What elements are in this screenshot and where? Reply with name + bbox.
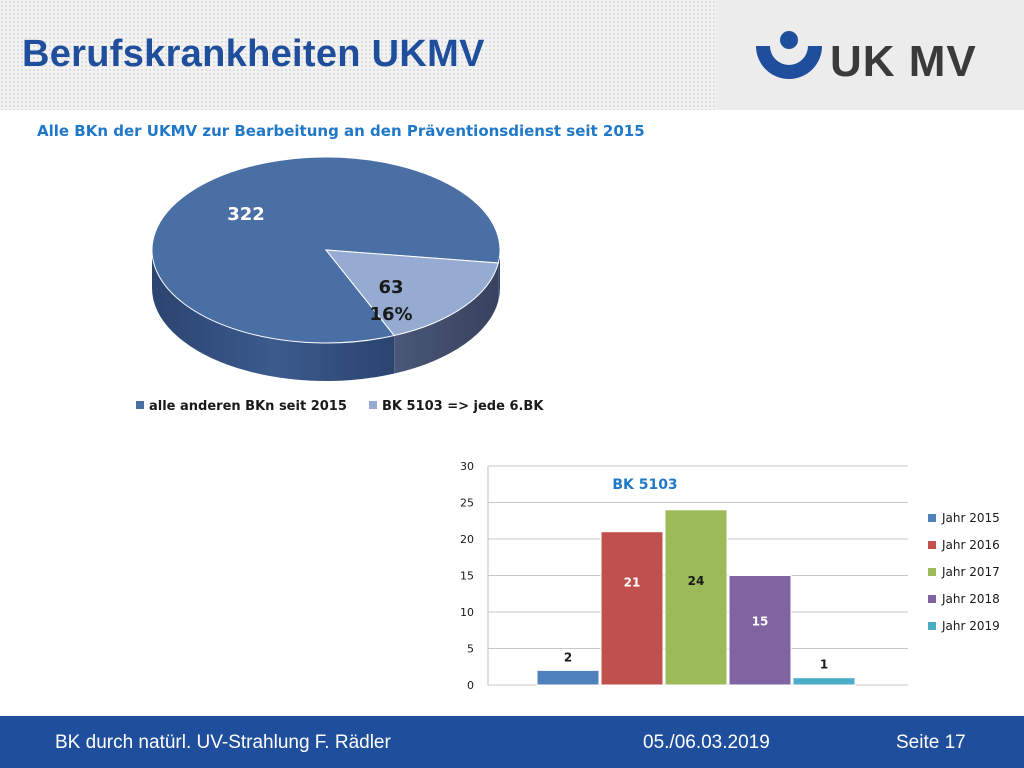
bar-legend-swatch: [928, 622, 936, 630]
pie-chart: 322 63 16%: [151, 156, 501, 382]
bar-ytick-label: 10: [460, 606, 474, 619]
pie-slice-bk5103: [324, 249, 499, 337]
bar-ytick-label: 0: [467, 679, 474, 692]
pie-legend-swatch: [369, 401, 377, 409]
bar-jahr-2015: [536, 669, 600, 686]
bar-ytick-label: 15: [460, 570, 474, 583]
charts-canvas: 322 63 16% alle anderen BKn seit 2015 BK 51…: [136, 156, 1000, 692]
bar-value-label: 1: [820, 658, 828, 672]
bar-ytick-label: 25: [460, 497, 474, 510]
pie-label-others: 322: [227, 204, 265, 225]
bar-title-backdrop: [596, 468, 736, 496]
bar-value-label: 15: [752, 615, 769, 629]
chart-subtitle: Alle BKn der UKMV zur Bearbeitung an den…: [37, 122, 645, 140]
pie-legend: alle anderen BKn seit 2015 BK 5103 => jed…: [136, 399, 544, 414]
bar-legend-label: Jahr 2018: [941, 592, 1000, 606]
pie-legend-swatch: [136, 401, 144, 409]
bar-chart: 0 5 10 15 20 25 30 2 21 24 15 1 BK 5103 Jahr 2015 Jahr…: [460, 460, 1000, 692]
bar-title: BK 5103: [612, 477, 677, 493]
bar-ytick-label: 5: [467, 643, 474, 656]
bar-legend-swatch: [928, 514, 936, 522]
bar-legend-label: Jahr 2015: [941, 511, 1000, 525]
footer-page-number: Seite 17: [896, 732, 966, 753]
footer-presentation-title: BK durch natürl. UV-Strahlung F. Rädler: [55, 732, 391, 753]
bar-legend-swatch: [928, 541, 936, 549]
bar-legend-label: Jahr 2019: [941, 619, 1000, 633]
bar-legend-swatch: [928, 595, 936, 603]
footer-bar: BK durch natürl. UV-Strahlung F. Rädler …: [0, 716, 1024, 768]
bar-jahr-2018: [728, 575, 792, 686]
pie-legend-label: alle anderen BKn seit 2015: [149, 399, 347, 414]
footer-date: 05./06.03.2019: [643, 732, 770, 753]
bar-ytick-label: 20: [460, 533, 474, 546]
page-title: Berufskrankheiten UKMV: [22, 33, 485, 75]
pie-slice-side-bk5103: [394, 262, 499, 374]
bar-legend-swatch: [928, 568, 936, 576]
bar-legend-label: Jahr 2017: [941, 565, 1000, 579]
bar-value-label: 21: [624, 576, 641, 590]
pie-label-bk5103-value: 63: [378, 277, 403, 298]
bar-value-label: 2: [564, 650, 572, 664]
bar-jahr-2019: [792, 677, 856, 686]
logo-text: UK MV: [830, 37, 977, 86]
bar-legend-label: Jahr 2016: [941, 538, 1000, 552]
pie-label-bk5103-percent: 16%: [369, 304, 412, 325]
logo-icon: [756, 31, 822, 79]
bar-jahr-2016: [600, 531, 664, 686]
pie-slice-side-others: [152, 250, 395, 382]
pie-legend-label: BK 5103 => jede 6.BK: [382, 399, 544, 414]
bar-value-label: 24: [688, 574, 705, 588]
bar-ytick-label: 30: [460, 460, 474, 473]
bar-jahr-2017: [664, 509, 728, 686]
